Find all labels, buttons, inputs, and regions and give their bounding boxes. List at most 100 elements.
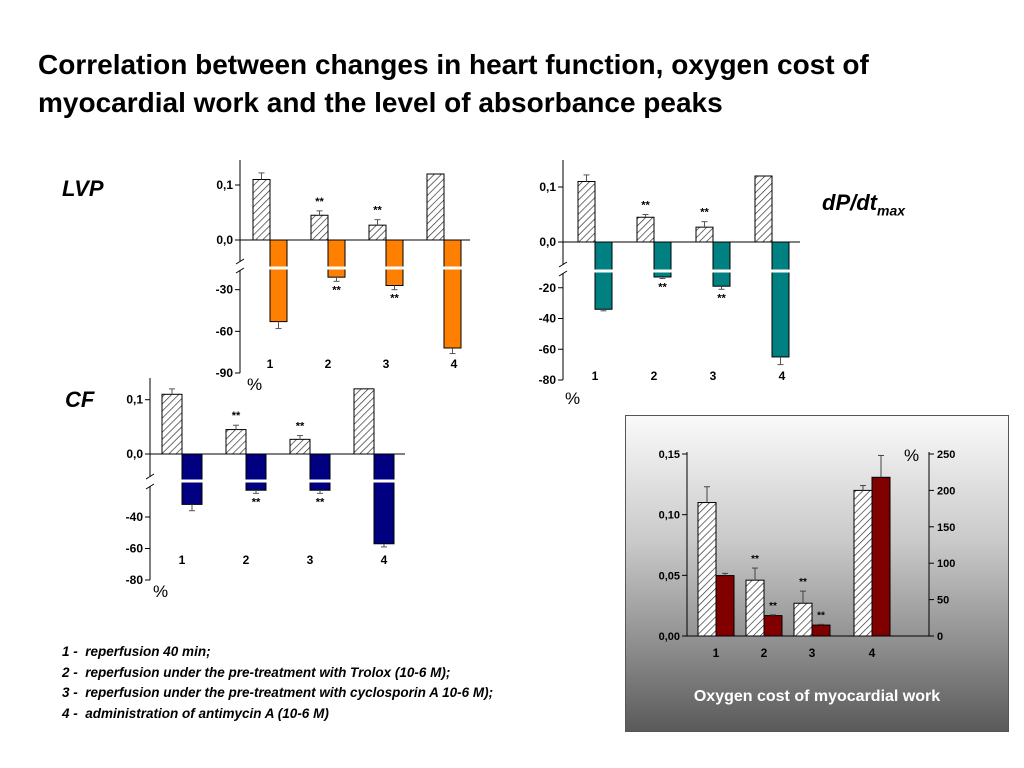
oxygen-category-2: 2 [761,646,768,660]
cf-bar-bottom-2 [245,453,267,491]
lvp-label: LVP [62,176,104,201]
cf-bar-bottom-4 [373,453,395,545]
legend-item-2: 2 - reperfusion under the pre-treatment … [62,663,493,684]
dpdt-tick-label-top-0: 0,0 [539,235,556,249]
cf-sig-top-3: ** [296,421,305,433]
cf-bar-break-3 [309,479,331,483]
oxygen-sig-hatched-2: ** [751,554,759,565]
legend-text-2: reperfusion under the pre-treatment with… [85,664,451,680]
lvp-category-3: 3 [383,357,390,371]
dpdt-sig-bottom-3: ** [717,292,726,304]
lvp-tick-label-top-0: 0,0 [216,233,233,247]
dpdt-label: dP/dtmax [822,190,905,218]
cf-sig-bottom-3: ** [316,496,325,508]
dpdt-bar-break-4 [771,269,790,273]
oxygen-cost-panel: 0,00 0,05 0,10 0,15 0 50 100 150 200 250% 1 ** ** 2 **… [625,415,1009,732]
oxygen-left-tick-label-2: 0,10 [659,510,680,522]
cf-sig-bottom-2: ** [252,496,261,508]
lvp-tick-label-bottom-2: -90 [216,366,234,380]
lvp-tick-label-bottom-0: -30 [216,283,234,297]
lvp-tick-label-top-1: 0,1 [216,178,233,192]
dpdt-tick-label-bottom-0: -20 [539,281,557,295]
lvp-bar-break-3 [385,266,404,270]
dpdt-axis-break-2 [558,270,568,277]
cf-bar-top-3 [289,438,311,455]
oxygen-bar-hatched-3 [793,602,813,637]
cf-axis-break-2 [145,483,155,490]
legend-num-2: 2 - [62,664,78,680]
lvp-sig-top-3: ** [373,205,382,217]
dpdt-bar-top-4 [754,175,773,243]
oxygen-right-tick-label-5: 250 [937,449,955,461]
lvp-bar-break-4 [443,266,462,270]
oxygen-chart: 0,00 0,05 0,10 0,15 0 50 100 150 200 250% 1 ** ** 2 **… [659,446,956,660]
oxygen-sig-hatched-3: ** [799,577,807,588]
dpdt-tick-label-bottom-1: -40 [539,312,557,326]
oxygen-bar-hatched-4 [853,489,873,637]
oxygen-bar-hatched-1 [697,502,717,637]
dpdt-category-4: 4 [779,369,786,383]
dpdt-label-sub: max [877,202,906,219]
dpdt-bar-break-2 [653,269,672,273]
lvp-axis-break-1 [235,258,245,265]
dpdt-category-1: 1 [592,369,599,383]
cf-tick-label-top-0: 0,0 [126,447,143,461]
lvp-bar-break-1 [269,266,288,270]
legend-num-1: 1 - [62,644,78,659]
oxygen-category-3: 3 [809,646,816,660]
cf-bar-top-1 [161,393,183,455]
oxygen-left-tick-label-1: 0,05 [659,570,680,582]
cf-tick-label-top-1: 0,1 [126,393,143,407]
legend-num-3: 3 - [62,685,78,700]
dpdt-sig-top-2: ** [641,200,650,212]
oxygen-right-tick-label-0: 0 [937,631,943,643]
legend-item-4: 4 - administration of antimycin A (10-6 … [62,704,493,725]
oxygen-right-tick-label-3: 150 [937,522,955,534]
cf-category-2: 2 [243,553,250,567]
cf-sig-top-2: ** [232,410,241,422]
lvp-sig-top-2: ** [315,196,324,208]
lvp-bar-break-2 [327,266,346,270]
dpdt-axis-break-1 [558,261,568,268]
dpdt-label-main: dP/dt [822,190,877,215]
oxygen-right-tick-label-2: 100 [937,558,955,570]
oxygen-bar-hatched-2 [745,579,765,637]
oxygen-category-1: 1 [713,646,720,660]
lvp-category-4: 4 [451,357,458,371]
oxygen-sig-colored-2: ** [769,601,777,612]
lvp-axis-break-2 [235,267,245,274]
oxygen-bar-colored-2 [763,615,783,637]
oxygen-caption: Oxygen cost of myocardial work [693,688,941,705]
cf-axis-break-1 [145,473,155,480]
legend-num-4: 4 - [62,705,78,721]
cf-bar-top-2 [225,429,247,455]
oxygen-right-unit: % [904,446,919,465]
dpdt-sig-bottom-2: ** [658,282,667,294]
cf-bar-break-4 [373,479,395,483]
cf-bar-break-1 [181,479,203,483]
dpdt-bar-break-1 [594,269,613,273]
dpdt-category-3: 3 [710,369,717,383]
oxygen-bar-colored-3 [811,624,831,637]
dpdt-bar-break-3 [712,269,731,273]
lvp-sig-bottom-3: ** [390,293,399,305]
cf-bar-top-4 [353,388,375,455]
oxygen-left-tick-label-3: 0,15 [659,449,680,461]
oxygen-bar-colored-4 [871,476,891,637]
cf-unit-label: % [153,582,168,601]
dpdt-category-2: 2 [651,369,658,383]
legend-text-4: administration of antimycin A (10-6 M) [85,705,329,721]
lvp-category-1: 1 [267,357,274,371]
cf-category-3: 3 [307,553,314,567]
oxygen-right-tick-label-4: 200 [937,485,955,497]
oxygen-left-tick-label-0: 0,00 [659,631,680,643]
cf-bar-bottom-1 [181,453,203,505]
dpdt-tick-label-bottom-3: -80 [539,373,557,387]
legend-text-3: reperfusion under the pre-treatment with… [85,685,494,700]
cf-tick-label-bottom-0: -40 [126,510,144,524]
cf-bar-break-2 [245,479,267,483]
page-title: Correlation between changes in heart fun… [38,49,869,118]
dpdt-sig-top-3: ** [700,207,709,219]
dpdt-unit-label: % [565,389,580,408]
